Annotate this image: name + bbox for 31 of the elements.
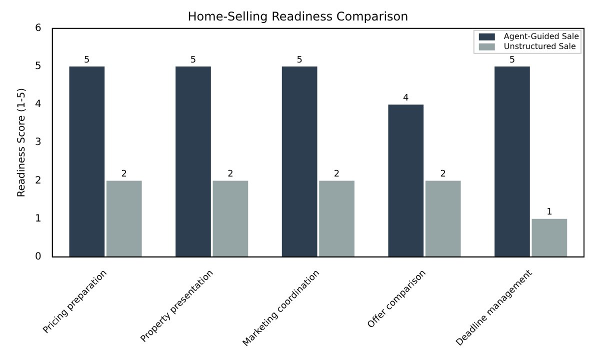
legend-label: Agent-Guided Sale bbox=[504, 32, 580, 41]
bar bbox=[532, 218, 568, 257]
data-label: 4 bbox=[403, 93, 410, 104]
data-label: 5 bbox=[190, 55, 196, 66]
bar bbox=[69, 66, 105, 257]
bar bbox=[494, 66, 530, 257]
data-label: 5 bbox=[84, 55, 90, 66]
legend-label: Unstructured Sale bbox=[504, 42, 576, 51]
bar bbox=[388, 104, 424, 257]
y-tick-label: 0 bbox=[34, 251, 42, 262]
y-tick-label: 4 bbox=[34, 99, 42, 110]
data-label: 2 bbox=[121, 170, 127, 180]
bar bbox=[106, 180, 142, 257]
bar bbox=[212, 180, 248, 257]
y-tick-label: 3 bbox=[34, 137, 42, 148]
data-label: 5 bbox=[509, 55, 516, 66]
bar bbox=[176, 66, 211, 257]
y-tick-label: 1 bbox=[34, 213, 42, 224]
data-label: 5 bbox=[296, 55, 302, 66]
data-label: 2 bbox=[228, 170, 234, 180]
chart-title: Home-Selling Readiness Comparison bbox=[188, 9, 408, 24]
data-label: 1 bbox=[546, 208, 552, 218]
y-tick-label: 5 bbox=[34, 61, 42, 72]
data-label: 2 bbox=[440, 170, 446, 180]
bar bbox=[425, 180, 461, 257]
data-label: 2 bbox=[334, 170, 340, 180]
bar bbox=[282, 66, 318, 257]
y-tick-label: 6 bbox=[34, 22, 42, 34]
bar bbox=[319, 180, 354, 257]
y-tick-label: 2 bbox=[34, 175, 42, 186]
y-axis-title: Readiness Score (1-5) bbox=[16, 88, 28, 198]
